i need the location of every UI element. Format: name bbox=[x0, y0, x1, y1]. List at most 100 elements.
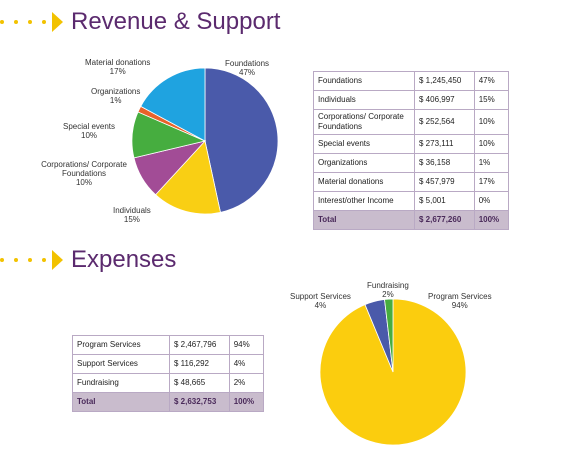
row-label: Support Services bbox=[72, 354, 170, 374]
slice-pct: 4% bbox=[314, 301, 327, 310]
dot-icon bbox=[14, 258, 18, 262]
slice-name: Fundraising bbox=[367, 281, 409, 290]
total-label: Total bbox=[72, 392, 170, 412]
row-pct: 10% bbox=[473, 109, 510, 135]
slice-pct: 1% bbox=[109, 96, 122, 105]
pie-label-fundraising: Fundraising 2% bbox=[367, 281, 409, 299]
row-label: Material donations bbox=[313, 172, 415, 192]
slice-name: Special events bbox=[63, 122, 116, 131]
pie-label-foundations: Foundations 47% bbox=[225, 59, 269, 77]
row-label: Program Services bbox=[72, 335, 170, 355]
total-pct: 100% bbox=[473, 210, 510, 230]
slice-pct: 10% bbox=[75, 178, 92, 187]
decorative-dots bbox=[0, 20, 46, 24]
row-amount: $ 5,001 bbox=[414, 191, 475, 211]
slice-name: Foundations bbox=[225, 59, 270, 68]
table-row: Interest/other Income $ 5,001 0% bbox=[313, 191, 510, 211]
row-amount: $ 36,158 bbox=[414, 153, 475, 173]
row-pct: 10% bbox=[473, 134, 510, 154]
dot-icon bbox=[42, 20, 46, 24]
row-label: Organizations bbox=[313, 153, 415, 173]
dot-icon bbox=[14, 20, 18, 24]
dot-icon bbox=[42, 258, 46, 262]
slice-pct: 10% bbox=[81, 131, 98, 140]
slice-name: Support Services bbox=[290, 292, 351, 301]
slice-name: Corporations/ Corporate Foundations bbox=[41, 160, 127, 178]
dot-icon bbox=[28, 20, 32, 24]
slice-name: Individuals bbox=[113, 206, 151, 215]
pie-slice-individuals bbox=[155, 140, 221, 215]
table-row: Organizations $ 36,158 1% bbox=[313, 153, 510, 173]
row-label: Corporations/ Corporate Foundations bbox=[313, 109, 415, 135]
total-amount: $ 2,677,260 bbox=[414, 210, 475, 230]
table-row: Special events $ 273,111 10% bbox=[313, 134, 510, 154]
pie-label-program-services: Program Services 94% bbox=[428, 292, 492, 310]
pie-label-organizations: Organizations 1% bbox=[91, 87, 140, 105]
revenue-section-header: Revenue & Support bbox=[0, 8, 280, 36]
expenses-title: Expenses bbox=[71, 246, 177, 273]
pie-label-individuals: Individuals 15% bbox=[113, 206, 151, 224]
row-amount: $ 252,564 bbox=[414, 109, 475, 135]
expenses-table: Program Services $ 2,467,796 94% Support… bbox=[72, 335, 265, 412]
row-amount: $ 1,245,450 bbox=[414, 71, 475, 91]
pie-slice-material-donations bbox=[140, 67, 206, 142]
row-pct: 94% bbox=[228, 335, 265, 355]
row-pct: 47% bbox=[473, 71, 510, 91]
row-pct: 4% bbox=[228, 354, 265, 374]
expenses-section-header: Expenses bbox=[0, 246, 176, 274]
row-label: Special events bbox=[313, 134, 415, 154]
slice-pct: 47% bbox=[239, 68, 256, 77]
table-row: Corporations/ Corporate Foundations $ 25… bbox=[313, 109, 510, 135]
row-amount: $ 2,467,796 bbox=[169, 335, 230, 355]
row-amount: $ 48,665 bbox=[169, 373, 230, 393]
row-pct: 1% bbox=[473, 153, 510, 173]
row-pct: 0% bbox=[473, 191, 510, 211]
slice-pct: 15% bbox=[123, 215, 140, 224]
table-total-row: Total $ 2,632,753 100% bbox=[72, 392, 265, 412]
table-row: Foundations $ 1,245,450 47% bbox=[313, 71, 510, 91]
dot-icon bbox=[0, 20, 4, 24]
row-label: Interest/other Income bbox=[313, 191, 415, 211]
table-row: Fundraising $ 48,665 2% bbox=[72, 373, 265, 393]
table-row: Material donations $ 457,979 17% bbox=[313, 172, 510, 192]
expenses-pie-chart bbox=[319, 298, 467, 446]
row-amount: $ 116,292 bbox=[169, 354, 230, 374]
row-amount: $ 273,111 bbox=[414, 134, 475, 154]
chevron-right-icon bbox=[52, 250, 63, 270]
revenue-title: Revenue & Support bbox=[71, 8, 281, 35]
slice-name: Program Services bbox=[428, 292, 492, 301]
slice-pct: 94% bbox=[451, 301, 468, 310]
row-pct: 17% bbox=[473, 172, 510, 192]
row-pct: 2% bbox=[228, 373, 265, 393]
total-pct: 100% bbox=[228, 392, 265, 412]
slice-name: Organizations bbox=[91, 87, 141, 96]
slice-pct: 17% bbox=[109, 67, 126, 76]
table-row: Program Services $ 2,467,796 94% bbox=[72, 335, 265, 355]
pie-label-special-events: Special events 10% bbox=[63, 122, 115, 140]
slice-pct: 2% bbox=[382, 290, 394, 299]
pie-label-support-services: Support Services 4% bbox=[290, 292, 351, 310]
pie-label-corporations: Corporations/ Corporate Foundations 10% bbox=[34, 160, 134, 187]
row-label: Foundations bbox=[313, 71, 415, 91]
pie-slice-fundraising bbox=[384, 298, 394, 373]
row-amount: $ 457,979 bbox=[414, 172, 475, 192]
table-total-row: Total $ 2,677,260 100% bbox=[313, 210, 510, 230]
dot-icon bbox=[28, 258, 32, 262]
revenue-table: Foundations $ 1,245,450 47% Individuals … bbox=[313, 71, 510, 230]
decorative-dots bbox=[0, 258, 46, 262]
slice-name: Material donations bbox=[85, 58, 151, 67]
chevron-right-icon bbox=[52, 12, 63, 32]
row-label: Individuals bbox=[313, 90, 415, 110]
pie-slice-program-services bbox=[319, 298, 467, 446]
row-label: Fundraising bbox=[72, 373, 170, 393]
table-row: Individuals $ 406,997 15% bbox=[313, 90, 510, 110]
row-amount: $ 406,997 bbox=[414, 90, 475, 110]
table-row: Support Services $ 116,292 4% bbox=[72, 354, 265, 374]
dot-icon bbox=[0, 258, 4, 262]
row-pct: 15% bbox=[473, 90, 510, 110]
pie-label-material-donations: Material donations 17% bbox=[85, 58, 150, 76]
pie-slice-foundations bbox=[204, 67, 279, 213]
total-label: Total bbox=[313, 210, 415, 230]
revenue-pie-chart bbox=[131, 67, 279, 215]
total-amount: $ 2,632,753 bbox=[169, 392, 230, 412]
